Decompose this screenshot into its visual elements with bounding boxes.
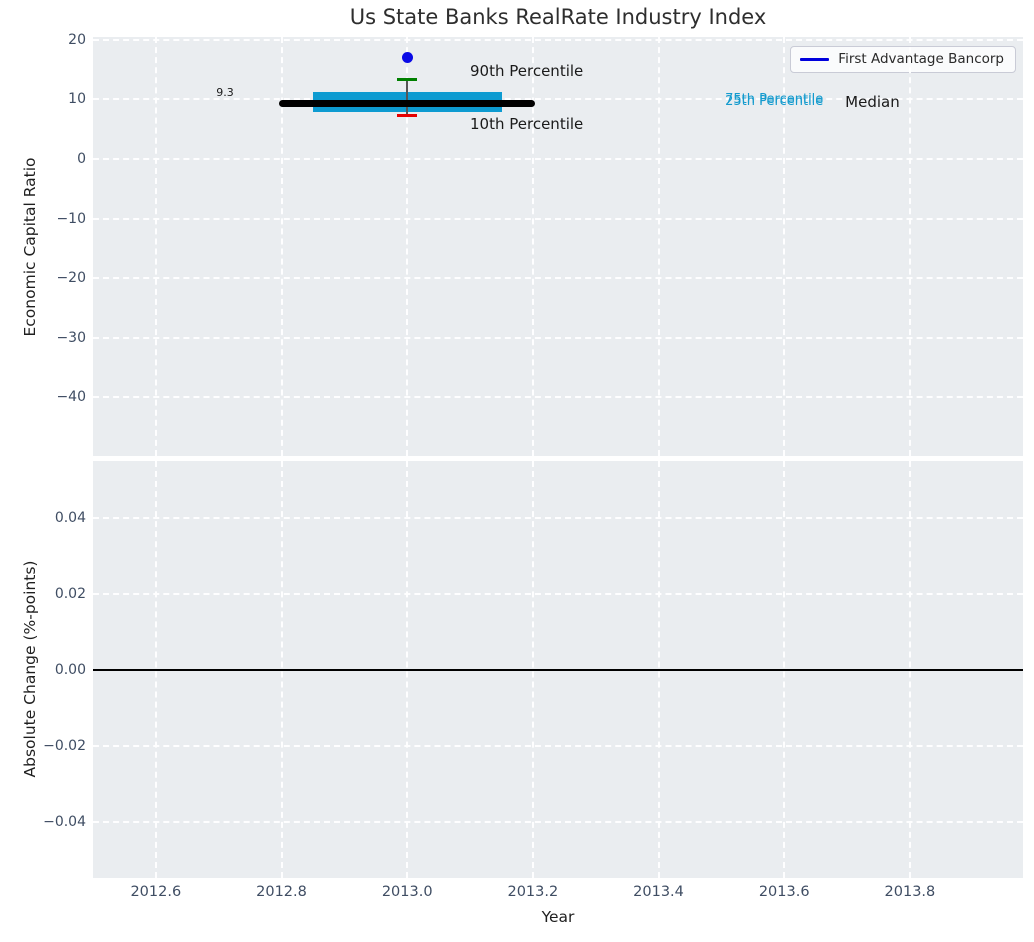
gridline-horizontal [93, 277, 1023, 280]
y-tick-label: −30 [56, 329, 86, 346]
bottom-plot-area [93, 461, 1023, 878]
y-tick-label: −40 [56, 389, 86, 406]
y-tick-label: −0.04 [43, 814, 86, 831]
gridline-horizontal [93, 821, 1023, 824]
gridline-horizontal [93, 396, 1023, 399]
gridline-horizontal [93, 517, 1023, 520]
y-axis-label-top: Economic Capital Ratio [21, 157, 39, 337]
x-axis-label: Year [541, 908, 575, 926]
x-tick-label: 2013.8 [884, 884, 936, 900]
y-tick-label: 20 [68, 31, 86, 48]
company-point [401, 51, 413, 63]
gridline-vertical [154, 37, 157, 456]
y-tick-label: 0 [77, 151, 86, 167]
y-tick-label: −0.02 [43, 738, 86, 755]
p10-cap [397, 114, 418, 118]
gridline-vertical [280, 37, 283, 456]
chart-title: Us State Banks RealRate Industry Index [349, 5, 767, 29]
gridline-vertical [531, 37, 534, 456]
gridline-horizontal [93, 38, 1023, 41]
annotation: 25th Percentile [725, 94, 824, 110]
legend-label: First Advantage Bancorp [838, 51, 1004, 67]
x-tick-label: 2013.0 [381, 884, 433, 900]
x-tick-label: 2013.2 [507, 884, 559, 900]
gridline-horizontal [93, 98, 1023, 101]
p90-cap [397, 77, 418, 81]
median-line [279, 100, 535, 108]
annotation: Median [845, 92, 900, 111]
whisker-line [406, 79, 408, 116]
gridline-vertical [908, 37, 911, 456]
x-tick-label: 2012.8 [256, 884, 307, 900]
legend: First Advantage Bancorp [790, 46, 1016, 73]
y-tick-label: 0.02 [54, 586, 86, 603]
annotation: 9.3 [216, 85, 234, 99]
gridline-vertical [406, 37, 409, 456]
gridline-vertical [657, 37, 660, 456]
y-tick-label: 0.04 [54, 510, 86, 527]
gridline-horizontal [93, 593, 1023, 596]
x-tick-label: 2013.4 [633, 884, 684, 900]
y-tick-label: −20 [56, 270, 86, 287]
zero-line [93, 669, 1023, 672]
gridline-horizontal [93, 158, 1023, 160]
y-tick-label: −10 [56, 210, 86, 227]
y-tick-label: 10 [68, 91, 86, 108]
annotation: 90th Percentile [470, 61, 584, 80]
gridline-horizontal [93, 336, 1023, 339]
x-tick-label: 2013.6 [758, 884, 810, 900]
legend-line-swatch [800, 57, 830, 61]
x-tick-label: 2012.6 [130, 884, 182, 900]
gridline-horizontal [93, 745, 1023, 748]
annotation: 10th Percentile [470, 114, 584, 133]
gridline-horizontal [93, 217, 1023, 220]
top-plot-area: First Advantage Bancorp [93, 37, 1023, 456]
y-tick-label: 0.00 [54, 662, 86, 679]
gridline-vertical [783, 37, 786, 456]
annotation: 75th Percentile [725, 92, 824, 108]
